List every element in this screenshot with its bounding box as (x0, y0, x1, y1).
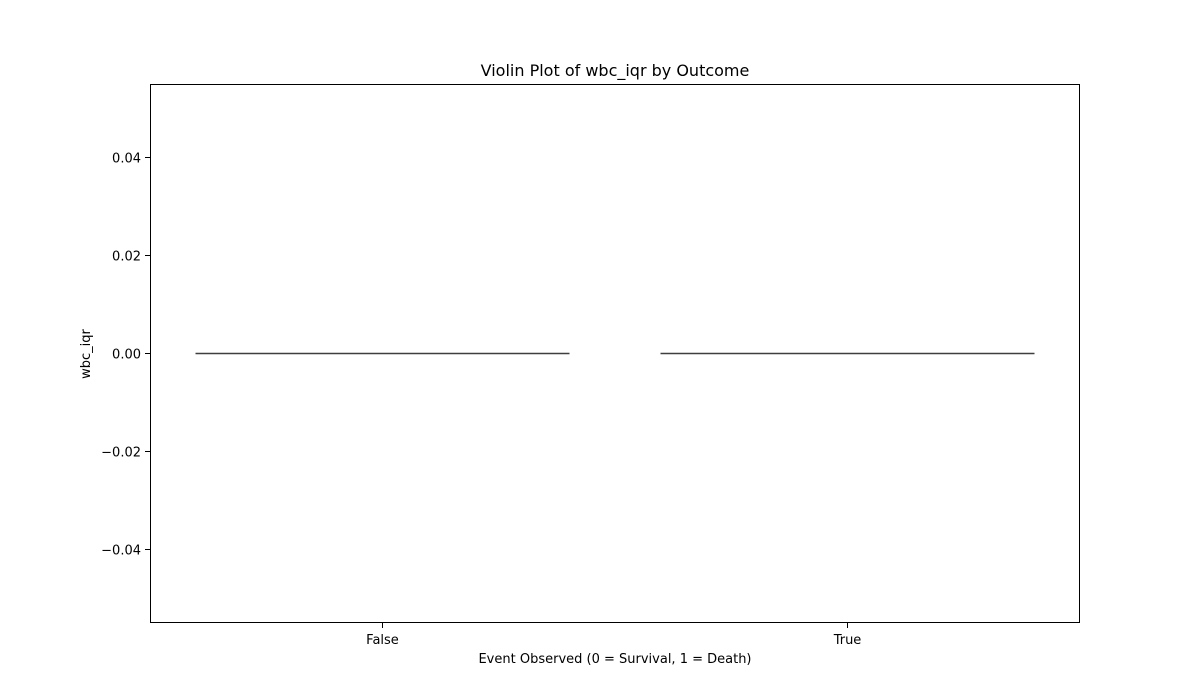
x-tick-label-false: False (366, 633, 399, 648)
plot-frame (150, 84, 1080, 623)
y-axis-title: wbc_iqr (79, 328, 94, 378)
y-tick-label: 0.00 (112, 348, 141, 363)
y-tick-label: 0.04 (112, 152, 141, 167)
y-tick-label: 0.02 (112, 250, 141, 265)
x-axis-title: Event Observed (0 = Survival, 1 = Death) (478, 652, 751, 667)
x-tick-label-true: True (833, 633, 862, 648)
y-tick-label: −0.04 (101, 544, 141, 559)
y-tick-label: −0.02 (101, 446, 141, 461)
chart-title: Violin Plot of wbc_iqr by Outcome (481, 61, 750, 81)
